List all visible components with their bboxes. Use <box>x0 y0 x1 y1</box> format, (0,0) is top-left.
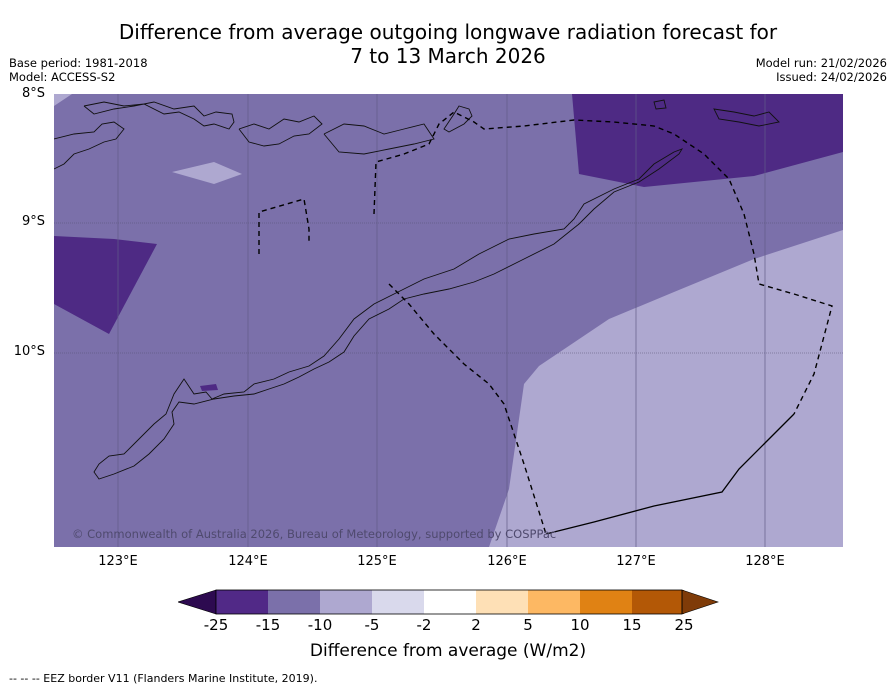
lon-label-123e: 123°E <box>98 554 138 569</box>
colorbar <box>178 589 719 615</box>
anomaly-corner-light <box>54 94 72 106</box>
meta-right: Model run: 21/02/2026 Issued: 24/02/2026 <box>756 56 887 84</box>
colorbar-tick: -15 <box>255 616 281 634</box>
issued-date: Issued: 24/02/2026 <box>776 70 887 84</box>
lon-label-127e: 127°E <box>616 554 656 569</box>
coastlines <box>54 99 780 480</box>
eez-border-east <box>373 111 833 415</box>
colorbar-bin-6 <box>476 590 528 614</box>
colorbar-outline <box>215 589 683 615</box>
colorbar-bin-2 <box>268 590 320 614</box>
coast-island-ne1 <box>653 99 667 110</box>
coast-wetar <box>323 123 435 155</box>
colorbar-bin-4 <box>372 590 424 614</box>
colorbar-tick: 25 <box>674 616 694 634</box>
eez-border <box>258 111 833 535</box>
map-panel <box>54 94 843 547</box>
colorbar-bin-9 <box>632 590 684 614</box>
coast-flores <box>54 121 125 170</box>
colorbar-arrow-high <box>681 589 719 615</box>
lat-label-8s: 8°S <box>21 86 45 101</box>
eez-border-solid <box>545 413 795 535</box>
colorbar-tick: -5 <box>364 616 380 634</box>
colorbar-tick: 5 <box>523 616 533 634</box>
model-run: Model run: 21/02/2026 <box>755 56 887 70</box>
colorbar-arrow-low <box>178 589 217 615</box>
anomaly-region-dark-west <box>54 236 157 334</box>
colorbar-tick: -10 <box>307 616 333 634</box>
meta-left: Base period: 1981-2018 Model: ACCESS-S2 <box>9 56 148 84</box>
base-period: Base period: 1981-2018 <box>9 56 148 70</box>
colorbar-bin-5 <box>424 590 476 614</box>
title: Difference from average outgoing longwav… <box>0 20 896 68</box>
anomaly-region-dark-northeast <box>572 94 843 187</box>
coast-islet <box>443 105 473 133</box>
lat-label-9s: 9°S <box>21 214 45 229</box>
coast-island-north <box>83 101 235 130</box>
colorbar-tick: 10 <box>570 616 590 634</box>
colorbar-bin-1 <box>216 590 268 614</box>
copyright-notice: © Commonwealth of Australia 2026, Bureau… <box>72 527 557 541</box>
colorbar-bin-7 <box>528 590 580 614</box>
eez-border-south <box>388 283 547 535</box>
coast-timor-island <box>93 148 684 480</box>
graticule-lon <box>117 94 766 547</box>
colorbar-bin-3 <box>320 590 372 614</box>
colorbar-title: Difference from average (W/m2) <box>309 641 587 661</box>
anomaly-spot-dark <box>200 384 218 391</box>
anomaly-region-light-southeast <box>489 230 843 547</box>
colorbar-tick: 2 <box>471 616 481 634</box>
anomaly-region-light-north <box>172 162 242 184</box>
lon-label-128e: 128°E <box>745 554 785 569</box>
title-line-2: 7 to 13 March 2026 <box>350 44 546 68</box>
lon-label-126e: 126°E <box>487 554 527 569</box>
lon-label-125e: 125°E <box>357 554 397 569</box>
colorbar-tick: -25 <box>203 616 229 634</box>
coast-alor <box>238 115 323 147</box>
colorbar-bin-8 <box>580 590 632 614</box>
lon-label-124e: 124°E <box>228 554 268 569</box>
lat-label-10s: 10°S <box>13 344 45 359</box>
colorbar-tick: 15 <box>622 616 642 634</box>
model-name: Model: ACCESS-S2 <box>9 70 116 84</box>
footnote: -- -- -- EEZ border V11 (Flanders Marine… <box>9 672 318 685</box>
coast-island-ne2 <box>713 108 780 127</box>
colorbar-tick: -2 <box>416 616 432 634</box>
graticule <box>54 222 843 354</box>
eez-border-west <box>258 198 310 254</box>
title-line-1: Difference from average outgoing longwav… <box>118 20 778 44</box>
